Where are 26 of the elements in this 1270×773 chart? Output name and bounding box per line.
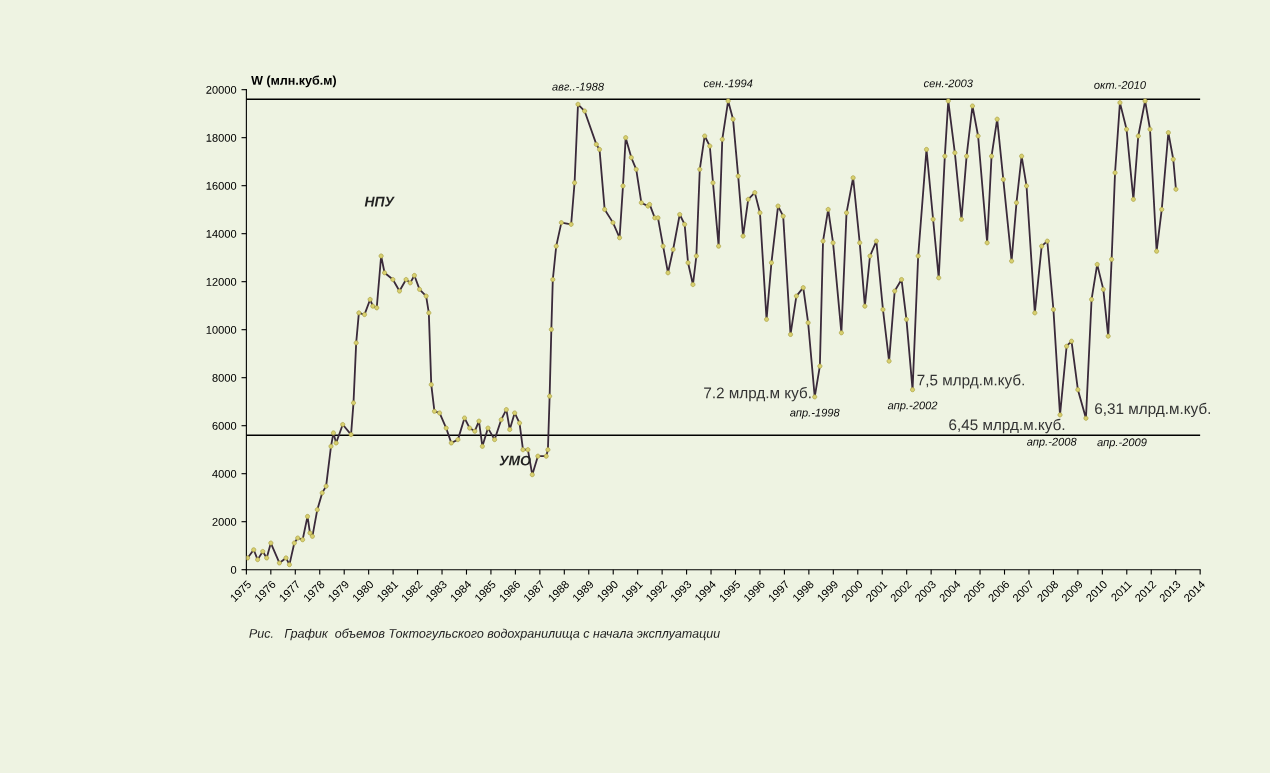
annotation: авг..-1988 <box>552 82 604 91</box>
text: Рис. График объемов Токтогульского водохранилища с начала эксплуатации <box>249 628 720 641</box>
annotation: 6,45 млрд.м.куб. <box>949 418 1065 434</box>
y-tick-label: 4000 <box>212 469 237 478</box>
annotation: сен.-2003 <box>923 79 973 88</box>
y-tick-label: 18000 <box>206 133 237 142</box>
y-tick-label: 10000 <box>206 325 237 334</box>
annotation: окт.-2010 <box>1094 81 1146 89</box>
annotation: 6,31 млрд.м.куб. <box>1095 402 1210 418</box>
annotation: апр.-2009 <box>1097 438 1147 449</box>
y-tick-label: 6000 <box>212 421 237 430</box>
annotation: апр.-1998 <box>790 408 840 419</box>
annotation: 7.2 млрд.м куб. <box>704 386 811 402</box>
y-axis-title: W (млн.куб.м) <box>251 75 336 88</box>
y-tick-label: 12000 <box>206 277 237 286</box>
y-tick-label: 14000 <box>206 229 237 238</box>
y-tick-label: 2000 <box>212 517 237 526</box>
y-tick-label: 8000 <box>212 373 237 382</box>
y-tick-label: 0 <box>230 565 237 574</box>
y-tick-label: 20000 <box>206 85 237 94</box>
annotation: сен.-1994 <box>703 79 753 88</box>
annotation: НПУ <box>364 196 395 207</box>
y-tick-label: 16000 <box>206 181 237 190</box>
annotation: апр.-2002 <box>887 401 938 412</box>
annotation: апр.-2008 <box>1027 437 1077 448</box>
annotation: 7,5 млрд.м.куб. <box>917 374 1024 389</box>
